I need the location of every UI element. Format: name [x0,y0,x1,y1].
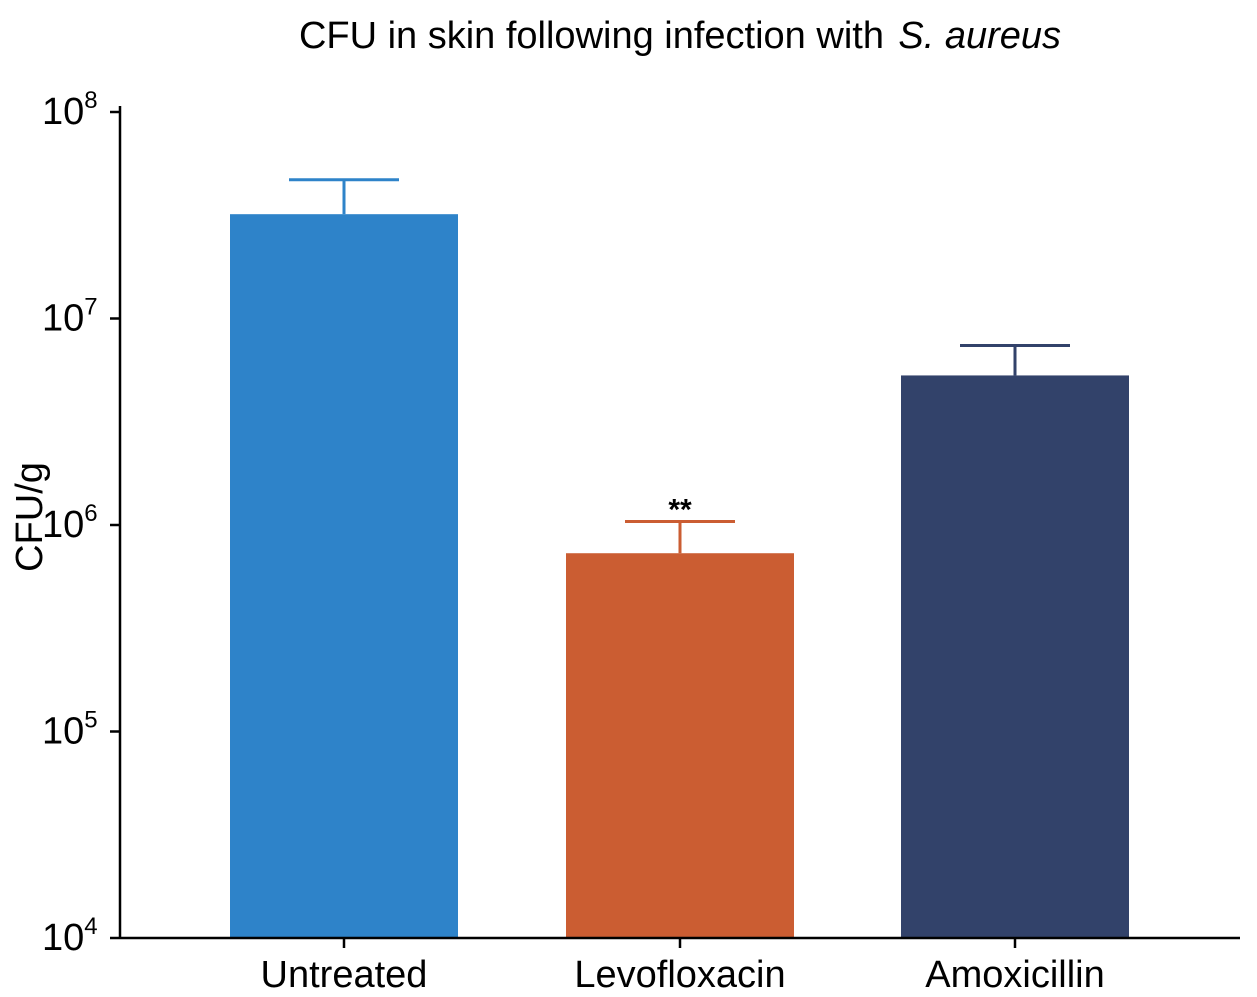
bar-amoxicillin [901,375,1129,939]
y-tick-label: 107 [42,294,98,340]
bar-untreated [230,214,458,938]
y-tick-label: 104 [42,913,98,959]
y-axis-label: CFU/g [9,462,51,572]
labels-layer: Untreated Levofloxacin ** Amoxicillin 104 105… [42,87,1105,996]
chart-title-text: CFU in skin following infection with [299,15,884,57]
chart-title-organism: S. aureus [898,15,1061,57]
y-tick-label: 108 [42,87,98,133]
y-tick-label: 105 [42,707,98,753]
x-tick-label-untreated: Untreated [261,954,428,996]
x-tick-label-amoxicillin: Amoxicillin [925,954,1104,996]
x-tick-label-levofloxacin: Levofloxacin [574,954,785,996]
axes-layer [110,106,1240,948]
chart-title: CFU in skin following infection with S. … [299,15,1061,57]
bars-layer [230,214,1129,939]
bar-levofloxacin [566,553,794,938]
error-bars-layer [289,178,1070,554]
significance-annotation: ** [668,493,692,526]
y-tick-label: 106 [42,500,98,546]
